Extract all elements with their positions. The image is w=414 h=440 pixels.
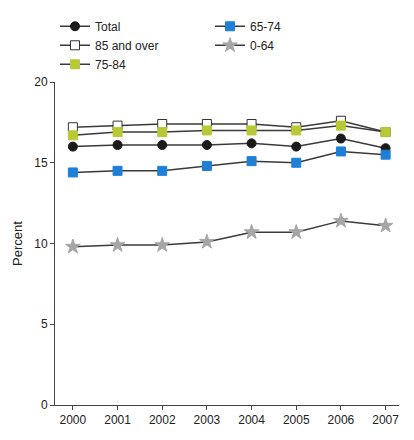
svg-text:Percent: Percent	[10, 221, 25, 266]
svg-text:15: 15	[34, 156, 48, 170]
svg-text:20: 20	[34, 75, 48, 89]
svg-text:75-84: 75-84	[95, 58, 126, 72]
svg-text:5: 5	[41, 317, 48, 331]
svg-text:2002: 2002	[149, 413, 176, 427]
svg-text:85 and over: 85 and over	[95, 39, 158, 53]
svg-text:0: 0	[41, 398, 48, 412]
svg-text:2005: 2005	[283, 413, 310, 427]
svg-text:Total: Total	[95, 20, 120, 34]
svg-text:0-64: 0-64	[250, 39, 274, 53]
svg-text:65-74: 65-74	[250, 20, 281, 34]
svg-text:2000: 2000	[60, 413, 87, 427]
svg-text:10: 10	[34, 237, 48, 251]
svg-text:2007: 2007	[372, 413, 399, 427]
svg-text:2001: 2001	[104, 413, 131, 427]
svg-text:2003: 2003	[194, 413, 221, 427]
svg-text:2006: 2006	[328, 413, 355, 427]
svg-text:2004: 2004	[238, 413, 265, 427]
